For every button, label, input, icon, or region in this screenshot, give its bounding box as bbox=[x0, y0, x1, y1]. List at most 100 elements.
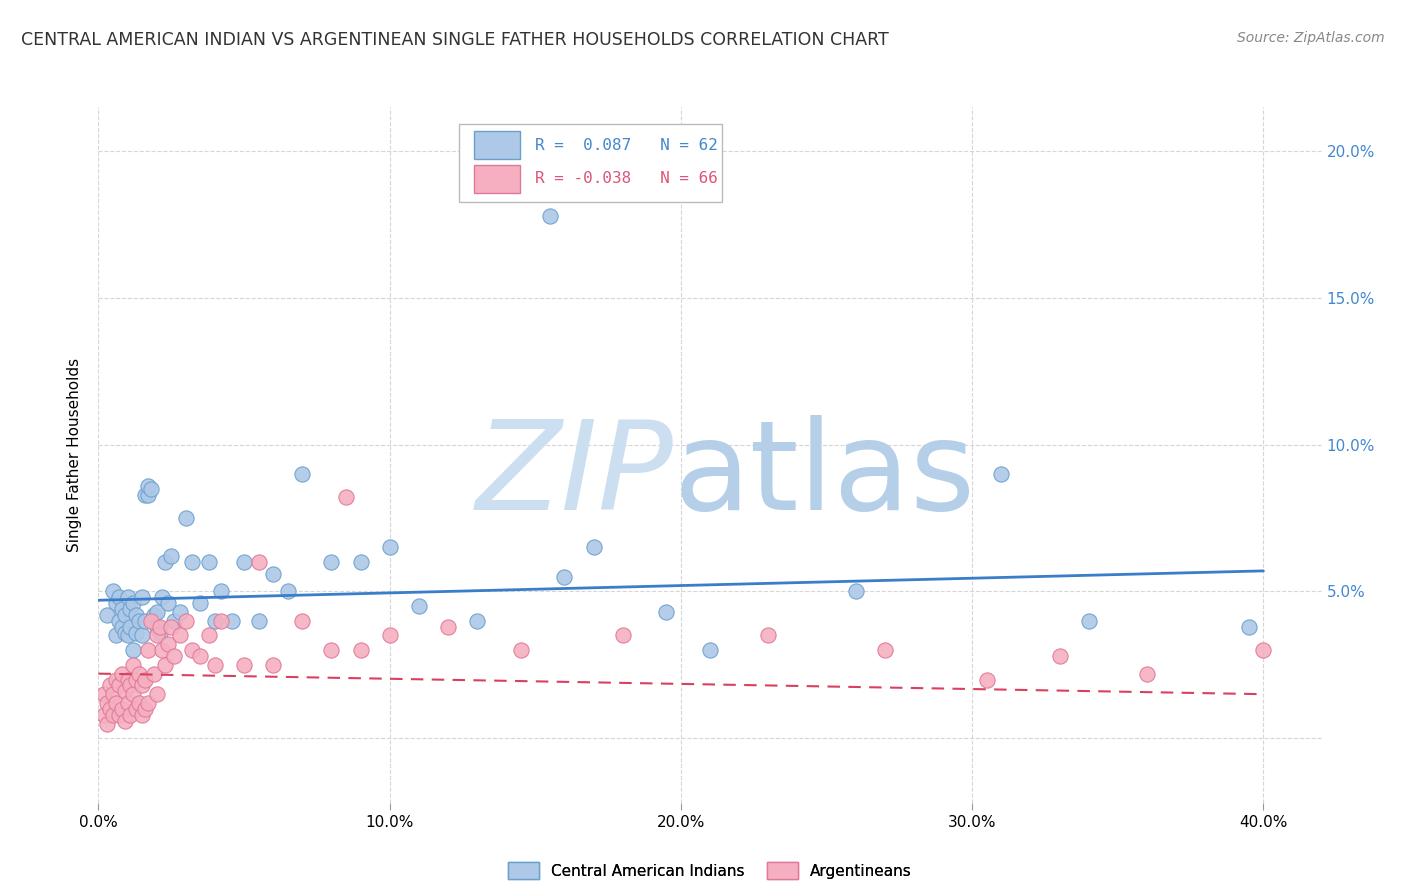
Point bbox=[117, 696, 139, 710]
Point bbox=[188, 648, 212, 663]
Point bbox=[262, 566, 284, 581]
Point bbox=[145, 605, 167, 619]
Point bbox=[117, 591, 139, 605]
Point bbox=[122, 596, 145, 610]
Point bbox=[1136, 666, 1159, 681]
Point bbox=[198, 555, 221, 569]
Point bbox=[142, 607, 165, 622]
Point bbox=[437, 620, 460, 634]
Bar bbox=[460, 124, 723, 202]
Point bbox=[174, 614, 197, 628]
Point bbox=[96, 716, 118, 731]
Y-axis label: Single Father Households: Single Father Households bbox=[67, 358, 83, 552]
Point bbox=[349, 555, 371, 569]
Point bbox=[136, 643, 159, 657]
Point bbox=[465, 614, 488, 628]
Point bbox=[321, 643, 343, 657]
Point bbox=[408, 599, 430, 613]
Point bbox=[125, 625, 148, 640]
Point bbox=[655, 605, 678, 619]
Point bbox=[262, 657, 284, 672]
Point bbox=[145, 628, 167, 642]
Point bbox=[108, 614, 131, 628]
Point bbox=[180, 555, 202, 569]
Point bbox=[131, 628, 153, 642]
Point bbox=[136, 479, 159, 493]
Point bbox=[209, 614, 232, 628]
Point bbox=[321, 555, 343, 569]
Point bbox=[104, 628, 127, 642]
Point bbox=[117, 673, 139, 687]
Point bbox=[247, 614, 270, 628]
Point bbox=[509, 643, 531, 657]
Point bbox=[149, 620, 172, 634]
Point bbox=[104, 696, 127, 710]
Point bbox=[149, 625, 172, 640]
Point bbox=[122, 643, 145, 657]
Point bbox=[180, 643, 202, 657]
Point bbox=[120, 602, 142, 616]
Point bbox=[93, 707, 115, 722]
Point bbox=[128, 666, 150, 681]
Point bbox=[756, 628, 779, 642]
Point bbox=[142, 666, 165, 681]
Point bbox=[125, 673, 148, 687]
Point bbox=[152, 643, 174, 657]
Point bbox=[128, 614, 150, 628]
Point bbox=[139, 482, 162, 496]
Point bbox=[125, 702, 148, 716]
Point bbox=[169, 628, 191, 642]
Bar bbox=[474, 165, 520, 193]
Point bbox=[111, 702, 134, 716]
Point bbox=[136, 487, 159, 501]
Point bbox=[111, 666, 134, 681]
Point bbox=[96, 607, 118, 622]
Text: Source: ZipAtlas.com: Source: ZipAtlas.com bbox=[1237, 31, 1385, 45]
Point bbox=[125, 607, 148, 622]
Point bbox=[134, 487, 156, 501]
Point bbox=[98, 678, 121, 692]
Point bbox=[96, 696, 118, 710]
Point bbox=[233, 555, 256, 569]
Point bbox=[134, 614, 156, 628]
Point bbox=[131, 678, 153, 692]
Point bbox=[114, 625, 136, 640]
Point bbox=[209, 584, 232, 599]
Point bbox=[145, 687, 167, 701]
Point bbox=[349, 643, 371, 657]
Point bbox=[553, 570, 575, 584]
Point bbox=[98, 702, 121, 716]
Point bbox=[221, 614, 243, 628]
Point bbox=[101, 584, 124, 599]
Text: CENTRAL AMERICAN INDIAN VS ARGENTINEAN SINGLE FATHER HOUSEHOLDS CORRELATION CHAR: CENTRAL AMERICAN INDIAN VS ARGENTINEAN S… bbox=[21, 31, 889, 49]
Point bbox=[204, 657, 226, 672]
Point bbox=[1077, 614, 1099, 628]
Point bbox=[104, 673, 127, 687]
Point bbox=[990, 467, 1012, 481]
Point bbox=[160, 620, 183, 634]
Point bbox=[101, 687, 124, 701]
Point bbox=[108, 707, 131, 722]
Point bbox=[111, 602, 134, 616]
Point bbox=[157, 596, 180, 610]
Point bbox=[277, 584, 299, 599]
Point bbox=[169, 605, 191, 619]
Point bbox=[101, 707, 124, 722]
Point bbox=[378, 628, 401, 642]
Point bbox=[134, 702, 156, 716]
Legend: Central American Indians, Argentineans: Central American Indians, Argentineans bbox=[502, 855, 918, 886]
Point bbox=[976, 673, 998, 687]
Text: atlas: atlas bbox=[673, 416, 976, 536]
Point bbox=[152, 591, 174, 605]
Point bbox=[145, 620, 167, 634]
Point bbox=[128, 696, 150, 710]
Point bbox=[108, 591, 131, 605]
Point bbox=[174, 511, 197, 525]
Point bbox=[291, 614, 314, 628]
Point bbox=[378, 541, 401, 555]
Point bbox=[111, 620, 134, 634]
Point bbox=[114, 684, 136, 698]
Point bbox=[155, 657, 177, 672]
Point bbox=[134, 673, 156, 687]
Point bbox=[873, 643, 896, 657]
